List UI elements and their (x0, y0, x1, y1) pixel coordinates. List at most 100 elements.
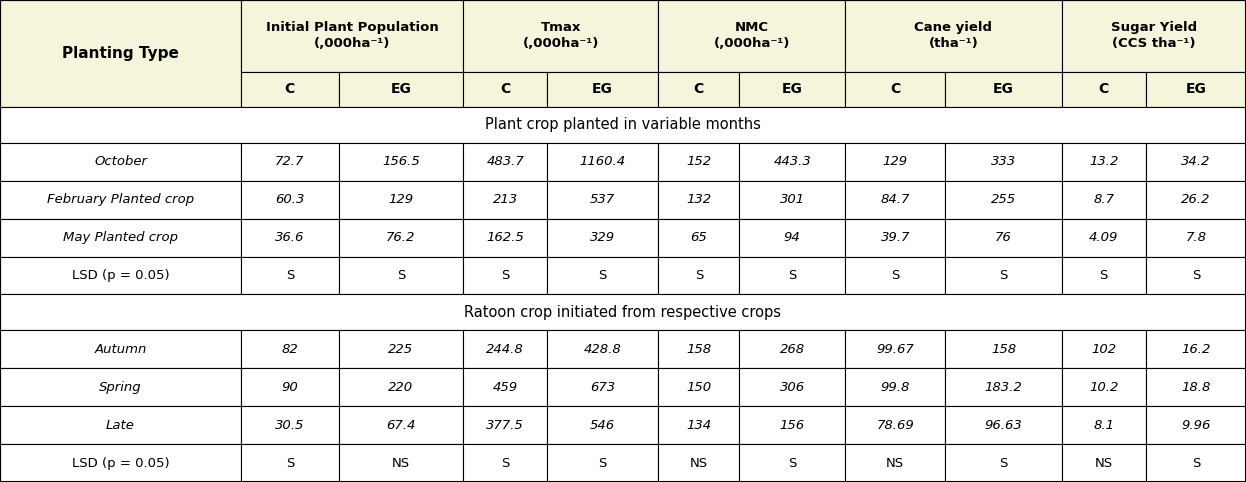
Bar (658, 143, 739, 181)
Bar (339, 368, 464, 406)
Text: 60.3: 60.3 (275, 193, 304, 206)
Text: 99.8: 99.8 (881, 381, 910, 394)
Bar (658, 181, 739, 219)
Text: S: S (285, 456, 294, 469)
Bar (946, 181, 1062, 219)
Bar (946, 330, 1062, 368)
Bar (547, 181, 658, 219)
Bar (240, 444, 339, 482)
Text: 4.09: 4.09 (1089, 231, 1119, 244)
Bar (658, 444, 739, 482)
Text: Cane yield
(tha⁻¹): Cane yield (tha⁻¹) (915, 22, 993, 51)
Bar (1062, 406, 1146, 444)
Bar (464, 256, 547, 295)
Text: 377.5: 377.5 (486, 419, 525, 432)
Text: S: S (501, 269, 510, 282)
Text: 156.5: 156.5 (383, 155, 420, 168)
Text: 132: 132 (687, 193, 711, 206)
Text: S: S (396, 269, 405, 282)
Bar (946, 72, 1062, 107)
Bar (464, 368, 547, 406)
Bar (240, 219, 339, 256)
Text: 26.2: 26.2 (1181, 193, 1211, 206)
Text: S: S (501, 456, 510, 469)
Bar (240, 0, 464, 72)
Text: 183.2: 183.2 (984, 381, 1023, 394)
Text: 306: 306 (780, 381, 805, 394)
Bar (339, 181, 464, 219)
Text: S: S (1191, 456, 1200, 469)
Text: EG: EG (592, 82, 613, 96)
Text: S: S (789, 269, 796, 282)
Bar (240, 406, 339, 444)
Text: 158: 158 (687, 343, 711, 356)
Bar (464, 181, 547, 219)
Bar (739, 219, 845, 256)
Bar (0, 368, 240, 406)
Bar (1146, 330, 1246, 368)
Bar (1146, 219, 1246, 256)
Text: 428.8: 428.8 (584, 343, 622, 356)
Text: S: S (999, 269, 1008, 282)
Bar (658, 256, 739, 295)
Bar (339, 219, 464, 256)
Bar (1146, 406, 1246, 444)
Bar (0, 406, 240, 444)
Text: Late: Late (106, 419, 135, 432)
Bar (547, 444, 658, 482)
Bar (946, 143, 1062, 181)
Text: 158: 158 (991, 343, 1017, 356)
Bar (658, 406, 739, 444)
Text: S: S (789, 456, 796, 469)
Bar (1062, 0, 1246, 72)
Bar (547, 72, 658, 107)
Text: 82: 82 (282, 343, 298, 356)
Bar (0, 143, 240, 181)
Bar (547, 143, 658, 181)
Bar (1146, 368, 1246, 406)
Text: S: S (1191, 269, 1200, 282)
Bar (845, 72, 946, 107)
Bar (339, 143, 464, 181)
Text: 329: 329 (591, 231, 616, 244)
Bar (0, 256, 240, 295)
Text: 301: 301 (780, 193, 805, 206)
Text: 78.69: 78.69 (876, 419, 915, 432)
Text: 30.5: 30.5 (275, 419, 304, 432)
Text: 546: 546 (591, 419, 616, 432)
Text: S: S (891, 269, 900, 282)
Bar (0, 107, 1246, 143)
Text: October: October (93, 155, 147, 168)
Bar (845, 368, 946, 406)
Text: 150: 150 (687, 381, 711, 394)
Bar (464, 444, 547, 482)
Text: LSD (p = 0.05): LSD (p = 0.05) (72, 456, 169, 469)
Text: NS: NS (886, 456, 905, 469)
Text: NS: NS (1095, 456, 1113, 469)
Bar (658, 72, 739, 107)
Bar (0, 181, 240, 219)
Text: C: C (500, 82, 511, 96)
Text: 36.6: 36.6 (275, 231, 304, 244)
Text: 90: 90 (282, 381, 298, 394)
Bar (1146, 181, 1246, 219)
Text: 72.7: 72.7 (275, 155, 304, 168)
Bar (339, 406, 464, 444)
Text: S: S (598, 456, 607, 469)
Text: 65: 65 (690, 231, 708, 244)
Text: Sugar Yield
(CCS tha⁻¹): Sugar Yield (CCS tha⁻¹) (1111, 22, 1197, 51)
Text: 16.2: 16.2 (1181, 343, 1211, 356)
Bar (845, 181, 946, 219)
Bar (339, 256, 464, 295)
Bar (658, 219, 739, 256)
Bar (547, 368, 658, 406)
Text: 162.5: 162.5 (486, 231, 525, 244)
Text: 129: 129 (882, 155, 908, 168)
Text: 443.3: 443.3 (774, 155, 811, 168)
Text: 76: 76 (996, 231, 1012, 244)
Text: EG: EG (993, 82, 1014, 96)
Bar (739, 72, 845, 107)
Text: February Planted crop: February Planted crop (47, 193, 194, 206)
Bar (845, 256, 946, 295)
Bar (658, 330, 739, 368)
